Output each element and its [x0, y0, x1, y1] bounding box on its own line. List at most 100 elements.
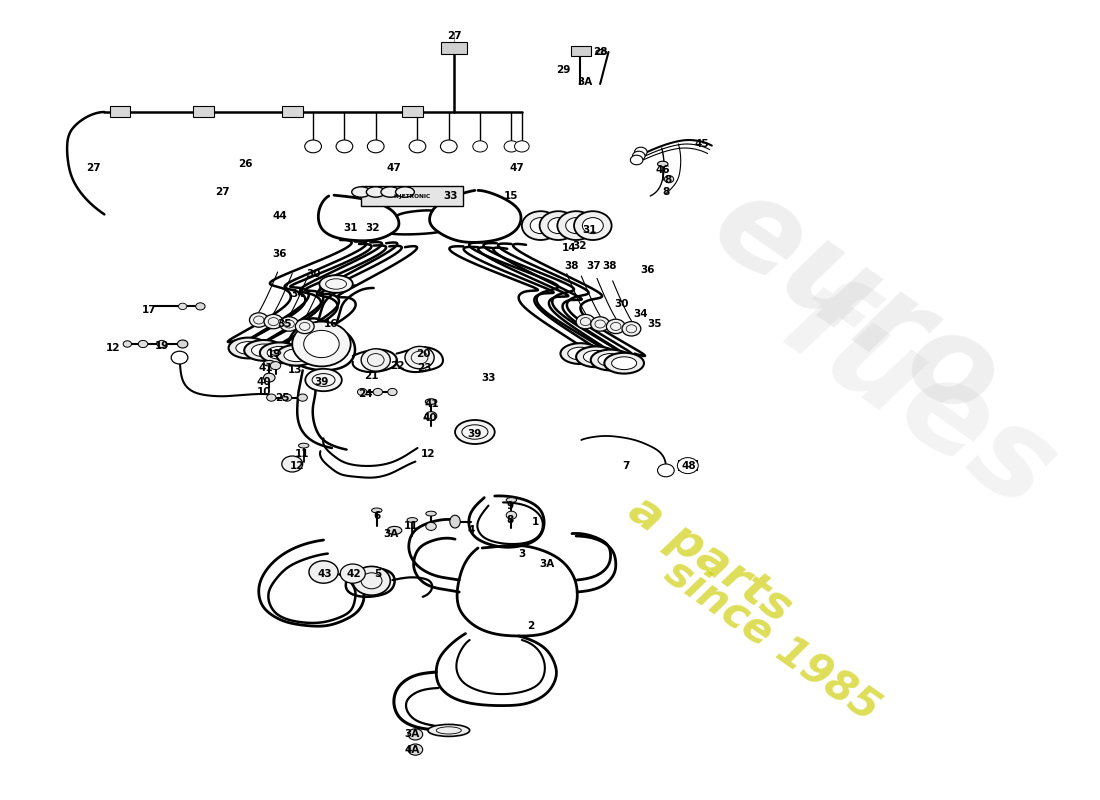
Text: 3A: 3A — [384, 529, 399, 538]
Text: 47: 47 — [386, 163, 400, 173]
Text: 8: 8 — [664, 175, 672, 185]
Ellipse shape — [298, 443, 309, 448]
Text: 38: 38 — [603, 261, 617, 270]
Circle shape — [405, 346, 435, 369]
Ellipse shape — [235, 342, 261, 354]
Ellipse shape — [298, 394, 307, 402]
Text: 46: 46 — [656, 166, 670, 175]
Text: 35: 35 — [647, 319, 662, 329]
Text: 11: 11 — [295, 450, 309, 459]
Text: 45: 45 — [694, 139, 708, 149]
Text: 47: 47 — [509, 163, 524, 173]
Text: 12: 12 — [106, 343, 120, 353]
Text: 38: 38 — [564, 261, 580, 270]
Text: 39: 39 — [315, 378, 329, 387]
Text: 19: 19 — [155, 341, 169, 350]
Ellipse shape — [372, 508, 382, 513]
Text: 48: 48 — [682, 461, 696, 470]
Ellipse shape — [426, 411, 437, 421]
Text: 4A: 4A — [405, 745, 420, 754]
Ellipse shape — [319, 275, 353, 293]
Text: 3A: 3A — [576, 78, 592, 87]
Circle shape — [309, 561, 338, 583]
Circle shape — [361, 349, 390, 371]
Text: 42: 42 — [346, 569, 361, 578]
Text: 1: 1 — [531, 517, 539, 526]
Text: 41: 41 — [425, 399, 439, 409]
Circle shape — [515, 141, 529, 152]
Circle shape — [558, 211, 595, 240]
Text: since 1985: since 1985 — [657, 550, 888, 730]
Text: 8: 8 — [507, 515, 514, 525]
Ellipse shape — [196, 302, 205, 310]
Ellipse shape — [229, 338, 268, 358]
Text: a parts: a parts — [619, 488, 800, 632]
Bar — [402, 106, 422, 117]
Ellipse shape — [123, 341, 132, 347]
Circle shape — [279, 317, 298, 331]
Text: 16: 16 — [323, 319, 338, 329]
Text: 40: 40 — [256, 378, 272, 387]
Circle shape — [574, 211, 612, 240]
Circle shape — [530, 218, 551, 234]
Ellipse shape — [604, 353, 644, 374]
Bar — [571, 46, 591, 56]
Text: 11: 11 — [404, 521, 418, 530]
Ellipse shape — [506, 511, 517, 519]
Ellipse shape — [264, 360, 275, 366]
Circle shape — [576, 314, 595, 329]
Circle shape — [264, 314, 283, 329]
Bar — [282, 106, 303, 117]
Ellipse shape — [598, 354, 623, 366]
Text: 17: 17 — [142, 305, 156, 314]
Ellipse shape — [139, 341, 147, 348]
Ellipse shape — [283, 394, 292, 402]
Text: 7: 7 — [623, 461, 630, 470]
Text: 12: 12 — [290, 461, 305, 470]
Circle shape — [635, 147, 647, 157]
Ellipse shape — [276, 345, 316, 366]
Circle shape — [540, 211, 578, 240]
Circle shape — [678, 458, 698, 474]
Ellipse shape — [658, 162, 668, 166]
Ellipse shape — [260, 342, 299, 363]
Ellipse shape — [358, 388, 367, 396]
Text: 2: 2 — [528, 621, 535, 630]
Circle shape — [353, 566, 390, 595]
Circle shape — [658, 464, 674, 477]
Text: 40: 40 — [422, 414, 438, 423]
Ellipse shape — [407, 518, 418, 522]
Text: 32: 32 — [572, 241, 586, 250]
Text: 31: 31 — [582, 226, 597, 235]
Text: 15: 15 — [504, 191, 519, 201]
Bar — [441, 42, 466, 54]
Ellipse shape — [252, 344, 276, 357]
Circle shape — [473, 141, 487, 152]
Text: 27: 27 — [87, 163, 101, 173]
Circle shape — [282, 456, 303, 472]
Ellipse shape — [373, 388, 383, 396]
Ellipse shape — [583, 350, 608, 363]
Ellipse shape — [271, 350, 281, 355]
Ellipse shape — [408, 744, 422, 755]
Ellipse shape — [506, 498, 517, 502]
Text: fues: fues — [760, 264, 1077, 536]
Ellipse shape — [612, 357, 637, 370]
Text: 20: 20 — [417, 349, 431, 358]
Text: K-JETRONIC: K-JETRONIC — [394, 194, 431, 199]
Ellipse shape — [455, 420, 495, 444]
Ellipse shape — [381, 186, 399, 198]
Circle shape — [337, 140, 353, 153]
Ellipse shape — [426, 522, 437, 530]
Text: 33: 33 — [443, 191, 458, 201]
Text: 25: 25 — [276, 394, 290, 403]
Text: 43: 43 — [317, 569, 332, 578]
Text: 19: 19 — [267, 349, 282, 358]
Ellipse shape — [561, 343, 601, 364]
Text: 23: 23 — [418, 363, 432, 373]
Text: 36: 36 — [640, 265, 654, 274]
Ellipse shape — [267, 346, 293, 359]
Text: 26: 26 — [238, 159, 253, 169]
Circle shape — [630, 155, 642, 165]
Text: 14: 14 — [561, 243, 576, 253]
